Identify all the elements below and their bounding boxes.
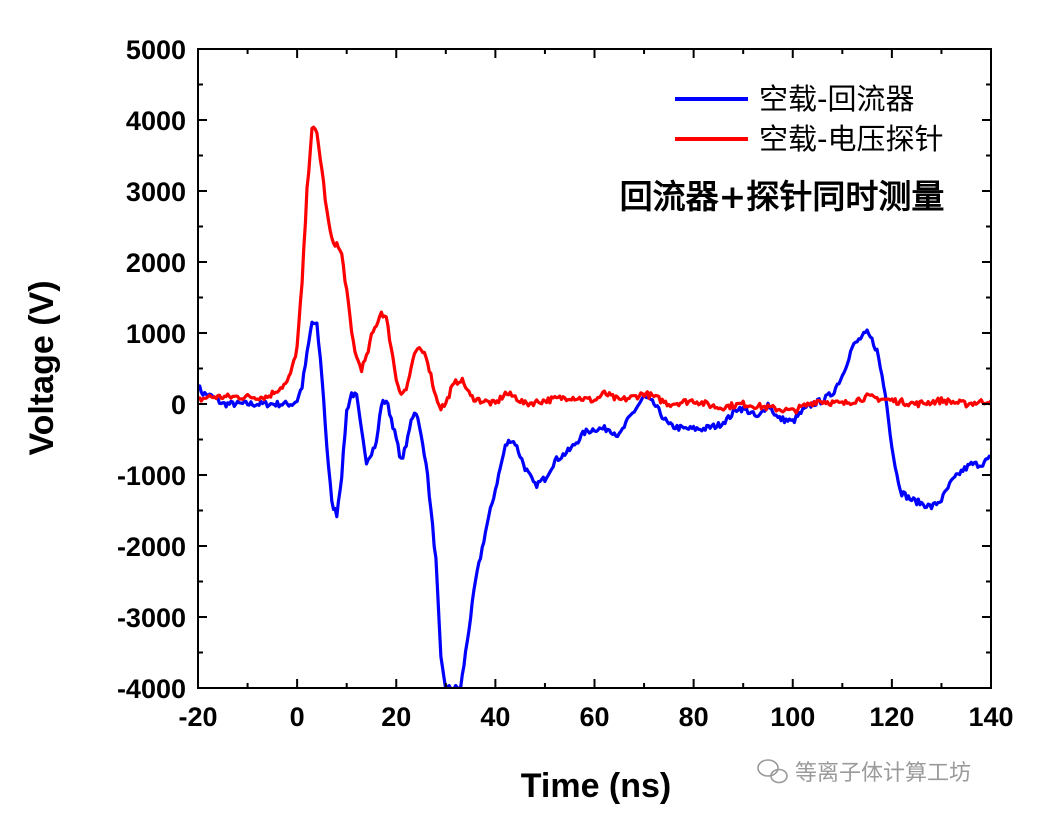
y-tick-label: 4000 bbox=[126, 106, 186, 136]
x-axis-title: Time (ns) bbox=[521, 767, 672, 805]
y-tick-label: 5000 bbox=[126, 35, 186, 65]
x-tick-label: 100 bbox=[770, 702, 815, 732]
x-tick-label: 20 bbox=[381, 702, 411, 732]
legend: 空载-回流器 空载-电压探针 bbox=[675, 82, 943, 156]
x-tick-label: 140 bbox=[968, 702, 1013, 732]
series-line-blue bbox=[198, 320, 991, 688]
x-tick-label: 0 bbox=[290, 702, 305, 732]
watermark: 等离子体计算工坊 bbox=[757, 759, 971, 786]
legend-label-blue: 空载-回流器 bbox=[759, 82, 914, 116]
series-line-red bbox=[198, 125, 991, 415]
y-axis-title: Voltage (V) bbox=[23, 280, 61, 455]
chart-annotation: 回流器+探针同时测量 bbox=[620, 177, 945, 216]
y-tick-label: -3000 bbox=[117, 603, 186, 633]
y-tick-label: 2000 bbox=[126, 248, 186, 278]
x-tick-label: 120 bbox=[869, 702, 914, 732]
y-tick-label: 0 bbox=[171, 390, 186, 420]
y-tick-label: -2000 bbox=[117, 532, 186, 562]
y-tick-label: 1000 bbox=[126, 319, 186, 349]
y-tick-label: 3000 bbox=[126, 177, 186, 207]
y-tick-label: -1000 bbox=[117, 461, 186, 491]
wechat-icon bbox=[757, 759, 788, 784]
watermark-text: 等离子体计算工坊 bbox=[795, 761, 971, 786]
x-tick-label: 40 bbox=[480, 702, 510, 732]
x-tick-label: -20 bbox=[178, 702, 217, 732]
x-tick-label: 60 bbox=[579, 702, 609, 732]
y-tick-label: -4000 bbox=[117, 674, 186, 704]
legend-label-red: 空载-电压探针 bbox=[759, 122, 943, 156]
x-tick-label: 80 bbox=[679, 702, 709, 732]
